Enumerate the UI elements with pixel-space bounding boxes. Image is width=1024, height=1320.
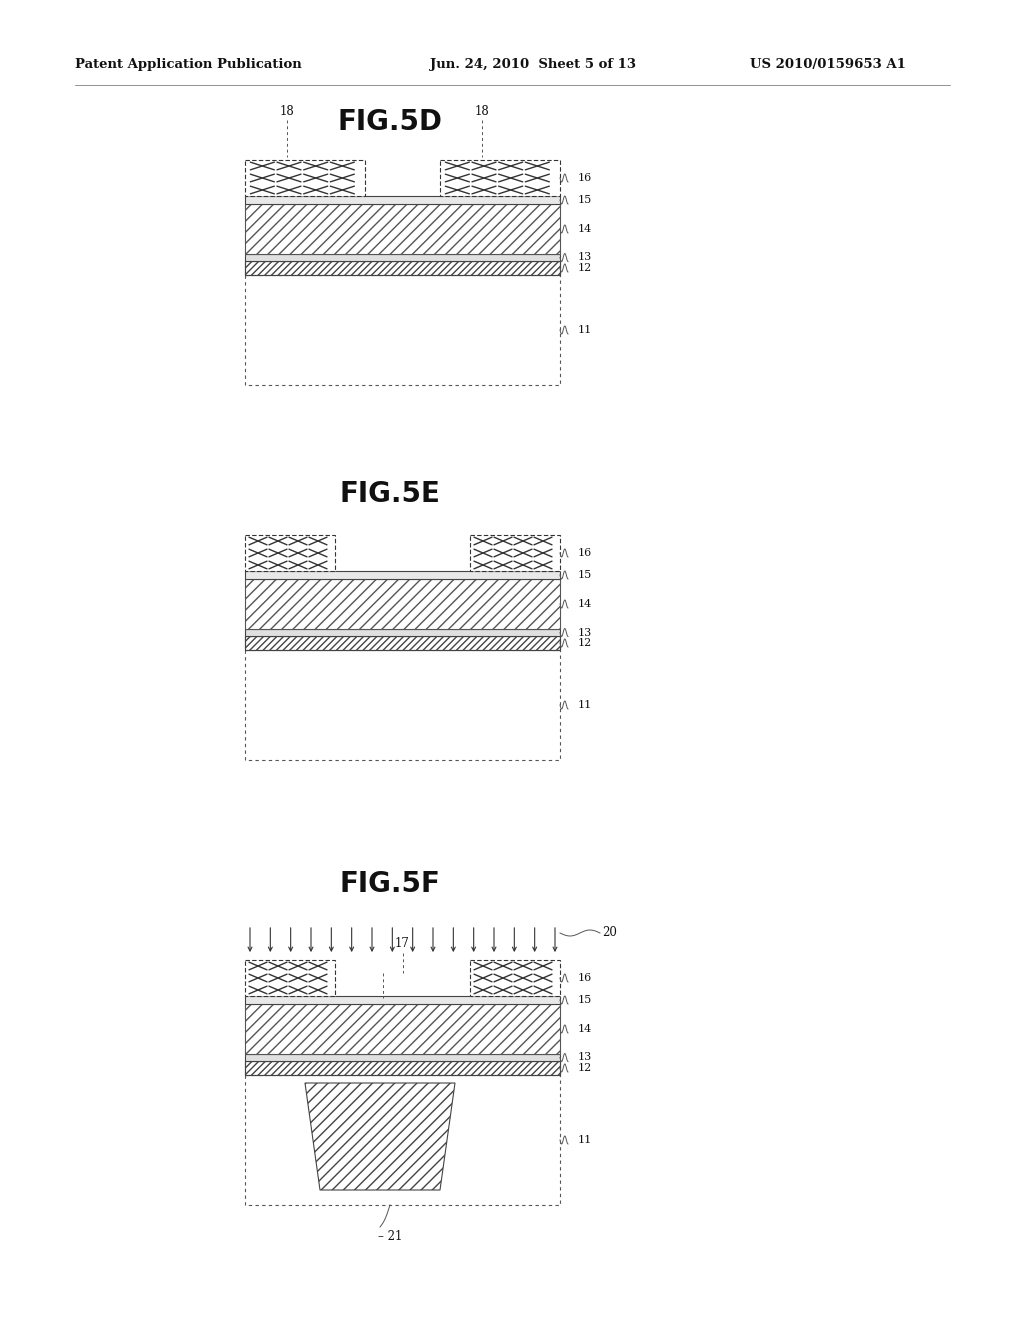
Bar <box>245 275 560 385</box>
Bar <box>245 636 560 649</box>
Bar <box>245 630 560 636</box>
Text: 12: 12 <box>578 263 592 273</box>
Bar <box>245 960 335 997</box>
Bar <box>245 1074 560 1205</box>
Bar <box>245 535 335 572</box>
Text: Jun. 24, 2010  Sheet 5 of 13: Jun. 24, 2010 Sheet 5 of 13 <box>430 58 636 71</box>
Text: 13: 13 <box>578 627 592 638</box>
Text: 20: 20 <box>602 927 616 940</box>
Text: 17: 17 <box>395 937 410 950</box>
Bar <box>245 1061 560 1074</box>
Text: 14: 14 <box>578 1024 592 1034</box>
Bar <box>245 636 560 649</box>
Bar <box>245 1053 560 1061</box>
Text: 13: 13 <box>578 1052 592 1063</box>
Text: 15: 15 <box>578 570 592 579</box>
Bar <box>245 195 560 205</box>
Text: 16: 16 <box>578 548 592 558</box>
Text: 14: 14 <box>578 599 592 609</box>
Text: 16: 16 <box>578 973 592 983</box>
Bar <box>245 205 560 253</box>
Bar <box>245 261 560 275</box>
Bar <box>245 253 560 261</box>
Text: – 21: – 21 <box>378 1230 402 1243</box>
Bar <box>245 1061 560 1074</box>
Text: 12: 12 <box>578 1063 592 1073</box>
Bar <box>245 261 560 275</box>
Bar <box>245 572 560 579</box>
Text: 18: 18 <box>280 106 294 117</box>
Text: 12: 12 <box>578 638 592 648</box>
Bar <box>470 535 560 572</box>
Text: US 2010/0159653 A1: US 2010/0159653 A1 <box>750 58 906 71</box>
Bar <box>245 997 560 1005</box>
Bar <box>245 649 560 760</box>
Bar <box>245 1005 560 1053</box>
Bar <box>470 960 560 997</box>
Text: 13: 13 <box>578 252 592 263</box>
Polygon shape <box>305 1082 455 1191</box>
Text: 11: 11 <box>578 325 592 335</box>
Bar <box>440 160 560 195</box>
Text: FIG.5D: FIG.5D <box>338 108 442 136</box>
Text: FIG.5F: FIG.5F <box>340 870 440 898</box>
Text: 15: 15 <box>578 995 592 1005</box>
Bar <box>245 160 365 195</box>
Text: 14: 14 <box>578 224 592 234</box>
Text: 11: 11 <box>578 700 592 710</box>
Text: 11: 11 <box>578 1135 592 1144</box>
Text: 15: 15 <box>578 195 592 205</box>
Text: FIG.5E: FIG.5E <box>340 480 440 508</box>
Text: 16: 16 <box>578 173 592 183</box>
Text: 18: 18 <box>475 106 489 117</box>
Text: Patent Application Publication: Patent Application Publication <box>75 58 302 71</box>
Bar <box>245 579 560 630</box>
